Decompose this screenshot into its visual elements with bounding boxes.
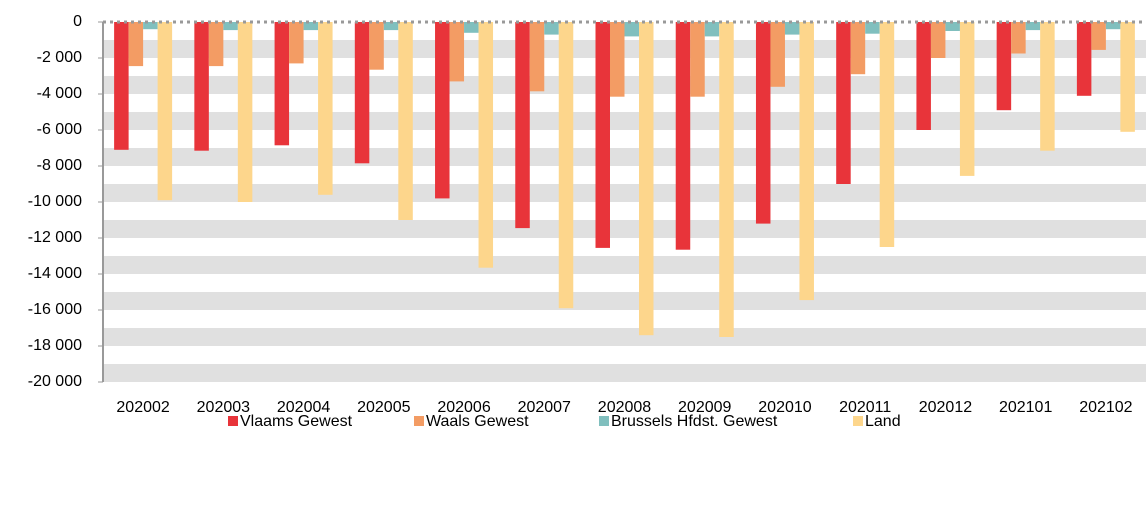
bar bbox=[369, 22, 384, 70]
bar bbox=[879, 22, 895, 247]
bar bbox=[1025, 22, 1041, 31]
bar bbox=[916, 22, 931, 130]
bar bbox=[690, 22, 705, 97]
grid-band bbox=[103, 220, 1146, 238]
x-tick-label: 202004 bbox=[277, 399, 330, 416]
y-tick-label: -10 000 bbox=[28, 193, 82, 210]
bar bbox=[996, 22, 1012, 111]
bar bbox=[354, 22, 370, 164]
bar bbox=[1076, 22, 1092, 96]
y-tick-label: -16 000 bbox=[28, 301, 82, 318]
y-tick-label: 0 bbox=[73, 13, 82, 30]
x-tick-label: 202102 bbox=[1079, 399, 1132, 416]
x-tick-label: 202008 bbox=[598, 399, 651, 416]
legend-swatch bbox=[228, 416, 238, 426]
legend-label: Brussels Hfdst. Gewest bbox=[611, 413, 778, 430]
bar bbox=[303, 22, 319, 31]
bar bbox=[1011, 22, 1026, 54]
bar bbox=[836, 22, 851, 184]
x-tick-label: 202006 bbox=[437, 399, 490, 416]
grid-band bbox=[103, 256, 1146, 274]
bar bbox=[435, 22, 450, 199]
bar bbox=[558, 22, 574, 309]
bar bbox=[143, 22, 158, 30]
bar bbox=[719, 22, 734, 337]
bar bbox=[770, 22, 785, 87]
grid-band bbox=[103, 364, 1146, 382]
bar bbox=[945, 22, 960, 31]
bar bbox=[237, 22, 253, 202]
y-tick-label: -12 000 bbox=[28, 229, 82, 246]
x-tick-label: 202011 bbox=[839, 399, 891, 416]
grid-band bbox=[103, 328, 1146, 346]
bar bbox=[274, 22, 290, 146]
bar bbox=[515, 22, 530, 229]
y-tick-label: -18 000 bbox=[28, 337, 82, 354]
bar bbox=[1105, 22, 1121, 30]
bar bbox=[624, 22, 639, 37]
bar bbox=[157, 22, 173, 201]
bar bbox=[755, 22, 771, 224]
x-tick-label: 202012 bbox=[919, 399, 972, 416]
x-tick-label: 202007 bbox=[518, 399, 571, 416]
bar bbox=[675, 22, 691, 250]
bar bbox=[639, 22, 654, 336]
bar bbox=[930, 22, 946, 58]
bar bbox=[398, 22, 413, 220]
y-tick-label: -4 000 bbox=[37, 85, 82, 102]
y-tick-label: -20 000 bbox=[28, 373, 82, 390]
bar bbox=[529, 22, 545, 92]
bar bbox=[128, 22, 144, 67]
bar bbox=[1120, 22, 1135, 132]
bar bbox=[865, 22, 880, 34]
bar bbox=[704, 22, 720, 37]
y-tick-label: -6 000 bbox=[37, 121, 82, 138]
legend-label: Land bbox=[865, 413, 901, 430]
bar bbox=[194, 22, 209, 151]
grid-band bbox=[103, 148, 1146, 166]
bar bbox=[464, 22, 479, 33]
x-tick-label: 202101 bbox=[999, 399, 1052, 416]
bar bbox=[383, 22, 399, 31]
bar bbox=[1091, 22, 1106, 50]
y-tick-label: -8 000 bbox=[37, 157, 82, 174]
x-tick-label: 202003 bbox=[197, 399, 250, 416]
bar bbox=[208, 22, 224, 67]
bar bbox=[544, 22, 559, 35]
bar bbox=[784, 22, 800, 35]
x-tick-label: 202010 bbox=[758, 399, 811, 416]
bar bbox=[595, 22, 610, 248]
legend-swatch bbox=[599, 416, 609, 426]
bar bbox=[959, 22, 975, 176]
grid-band bbox=[103, 292, 1146, 310]
grid-band bbox=[103, 184, 1146, 202]
grid-band bbox=[103, 112, 1146, 130]
bar bbox=[610, 22, 625, 97]
bar bbox=[318, 22, 333, 195]
bar bbox=[449, 22, 465, 82]
legend-swatch bbox=[853, 416, 863, 426]
legend-label: Vlaams Gewest bbox=[240, 413, 353, 430]
bar bbox=[1040, 22, 1055, 151]
bar bbox=[799, 22, 814, 301]
x-tick-label: 202002 bbox=[116, 399, 169, 416]
bar bbox=[289, 22, 304, 64]
bar bbox=[223, 22, 238, 31]
legend-swatch bbox=[414, 416, 424, 426]
y-tick-label: -2 000 bbox=[37, 49, 82, 66]
x-tick-label: 202009 bbox=[678, 399, 731, 416]
bar bbox=[850, 22, 866, 75]
legend-label: Waals Gewest bbox=[426, 413, 529, 430]
bar bbox=[478, 22, 494, 268]
bar bbox=[114, 22, 129, 150]
y-tick-label: -14 000 bbox=[28, 265, 82, 282]
x-tick-label: 202005 bbox=[357, 399, 410, 416]
